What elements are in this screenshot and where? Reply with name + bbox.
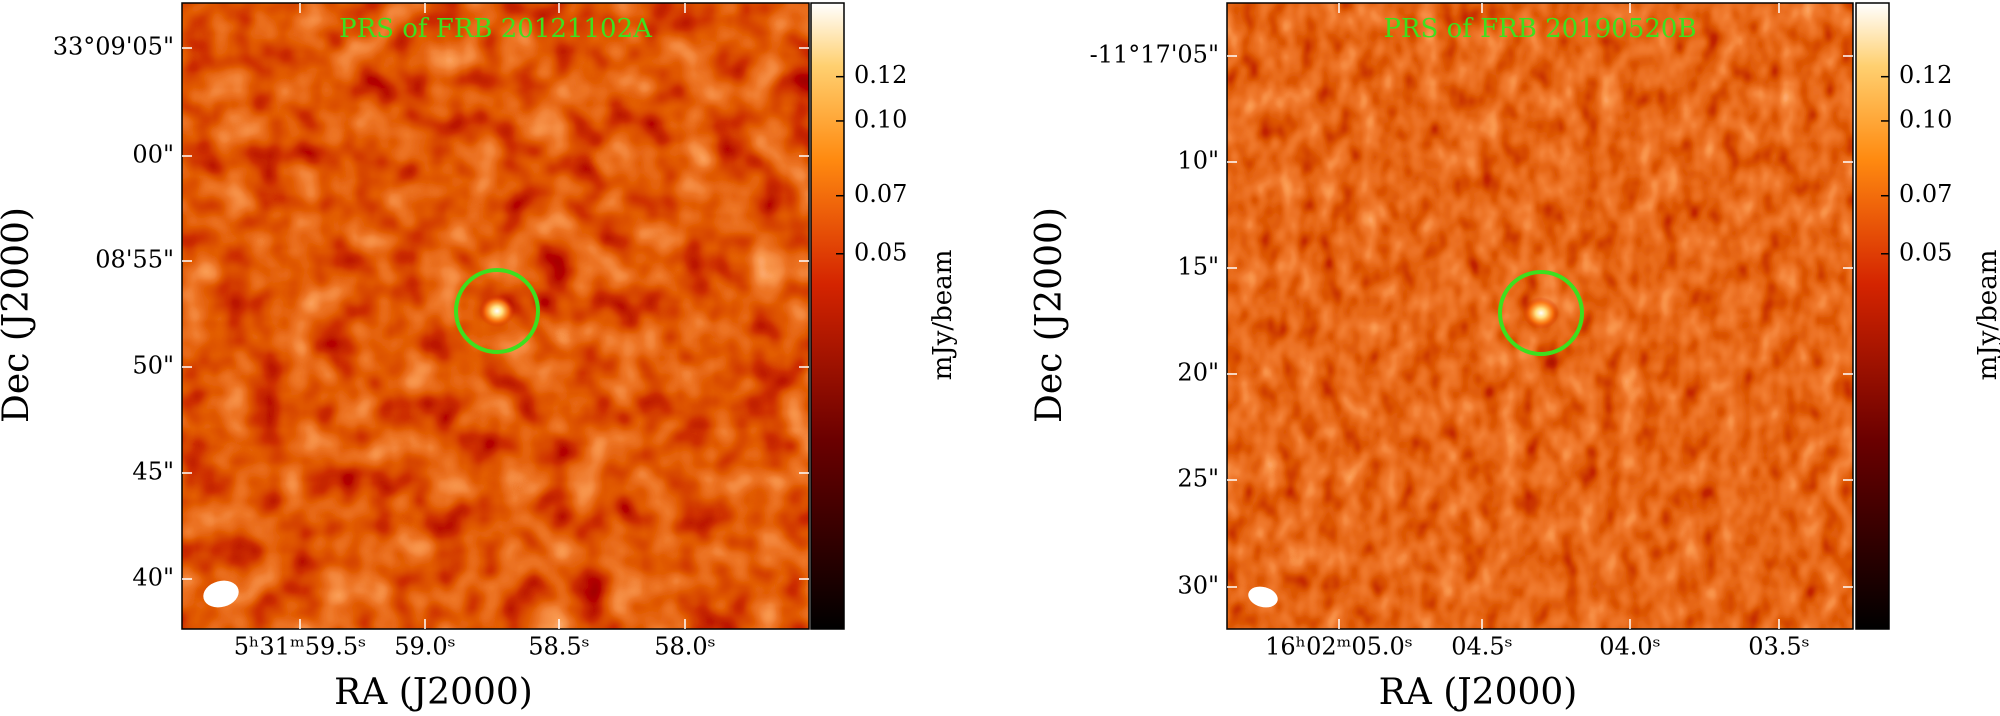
y-tick-label: 50" [132,352,174,380]
y-tick-label: 45" [132,458,174,486]
x-tick-label: 16ʰ02ᵐ05.0ˢ [1265,633,1413,661]
x-tick-label: 58.0ˢ [654,633,716,661]
beam [203,580,239,608]
beam [1248,586,1278,608]
y-tick-label: 08'55" [95,246,174,274]
colorbar [810,2,845,630]
colorbar-tick-label: 0.07 [854,180,907,208]
x-tick-label: 59.0ˢ [394,633,456,661]
x-tick-label: 04.0ˢ [1599,633,1661,661]
colorbar-tick-label: 0.05 [1899,238,1952,266]
x-tick-label: 03.5ˢ [1748,633,1810,661]
colorbar-label: mJy/beam [1973,250,2000,381]
colorbar-tick-label: 0.12 [1899,61,1952,89]
y-tick-label: 20" [1177,359,1219,387]
frame [1226,2,1854,630]
source [479,295,515,327]
colorbar-tick-label: 0.05 [854,238,907,266]
colorbar-tick-label: 0.12 [854,61,907,89]
y-tick-label: 40" [132,564,174,592]
source [1523,297,1559,329]
y-tick-label: 00" [132,141,174,169]
y-tick-label: 33°09'05" [53,33,174,61]
y-tick-label: -11°17'05" [1090,41,1219,69]
y-tick-label: 10" [1177,147,1219,175]
colorbar [1855,2,1890,630]
colorbar-tick-label: 0.10 [854,105,907,133]
x-tick-label: 04.5ˢ [1451,633,1513,661]
y-tick-label: 25" [1177,465,1219,493]
source-circle [454,268,540,354]
source-circle [1498,270,1584,356]
y-axis-label: Dec (J2000) [1029,207,1070,423]
panel: PRS of FRB 20121102A 5ʰ31ᵐ59.5ˢ 59.0ˢ 58.5ˢ… [0,2,958,713]
colorbar-tick-label: 0.07 [1899,180,1952,208]
colorbar-label: mJy/beam [928,250,958,381]
y-tick-label: 15" [1177,253,1219,281]
x-tick-label: 5ʰ31ᵐ59.5ˢ [234,633,366,661]
colorbar-tick-label: 0.10 [1899,105,1952,133]
panel-title: PRS of FRB 20121102A [339,14,653,44]
x-tick-label: 58.5ˢ [528,633,590,661]
x-axis-label: RA (J2000) [1379,672,1578,713]
panel-title: PRS of FRB 20190520B [1383,14,1696,44]
frame [181,2,810,630]
panel: PRS of FRB 20190520B 16ʰ02ᵐ05.0ˢ 04.5ˢ 04.0… [1029,2,2000,713]
y-tick-label: 30" [1177,572,1219,600]
y-axis-label: Dec (J2000) [0,207,37,423]
x-axis-label: RA (J2000) [334,672,533,713]
